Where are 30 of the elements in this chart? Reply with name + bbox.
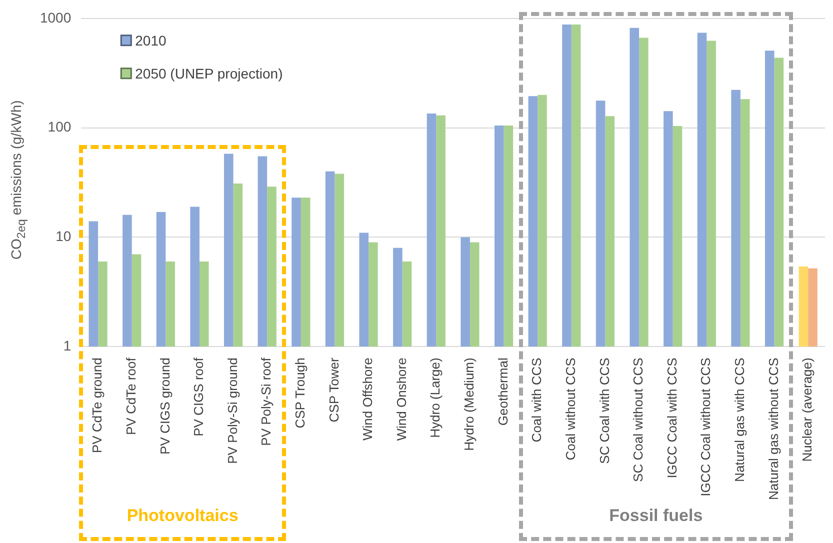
x-tick-label: Nuclear (average)	[800, 358, 815, 462]
x-tick-label: CSP Trough	[292, 358, 308, 428]
x-tick-label: Wind Offshore	[360, 358, 376, 441]
x-tick-label: PV Poly-Si roof	[258, 357, 274, 446]
x-tick-label: IGCC Coal with CCS	[664, 357, 680, 478]
x-tick-label: Natural gas with CCS	[732, 357, 748, 482]
y-tick-label: 10	[56, 228, 72, 244]
x-tick-label: PV CdTe roof	[123, 357, 138, 435]
text: Fossil fuels	[608, 506, 704, 526]
legend-label: 2010	[135, 32, 167, 48]
x-tick-label: PV CIGS ground	[157, 358, 172, 454]
x-tick-label: PV Poly-Si ground	[224, 358, 240, 464]
x-tick-label: PV CdTe ground	[90, 358, 105, 454]
text: Photovoltaics	[126, 506, 240, 526]
x-tick-label: IGCC Coal without CCS	[698, 357, 714, 496]
y-tick-label: 100	[48, 118, 72, 135]
y-tick-label: 1	[63, 338, 72, 354]
x-tick-label: Hydro (Large)	[428, 358, 443, 438]
x-tick-label: SC Coal without CCS	[630, 357, 646, 482]
x-tick-label: Wind Onshore	[394, 358, 409, 441]
x-tick-label: SC Coal with CCS	[596, 357, 612, 464]
x-tick-label: CSP Tower	[326, 357, 342, 422]
y-tick-label: 1000	[40, 9, 72, 26]
x-tick-label: Hydro (Medium)	[462, 358, 477, 451]
x-tick-label: Coal without CCS	[562, 357, 578, 460]
x-tick-label: Geothermal	[495, 358, 510, 426]
x-tick-label: PV CIGS roof	[191, 357, 206, 436]
x-tick-label: Coal with CCS	[529, 357, 544, 442]
x-tick-label: Natural gas without CCS	[766, 357, 781, 500]
legend-label: 2050 (UNEP projection)	[135, 65, 283, 82]
